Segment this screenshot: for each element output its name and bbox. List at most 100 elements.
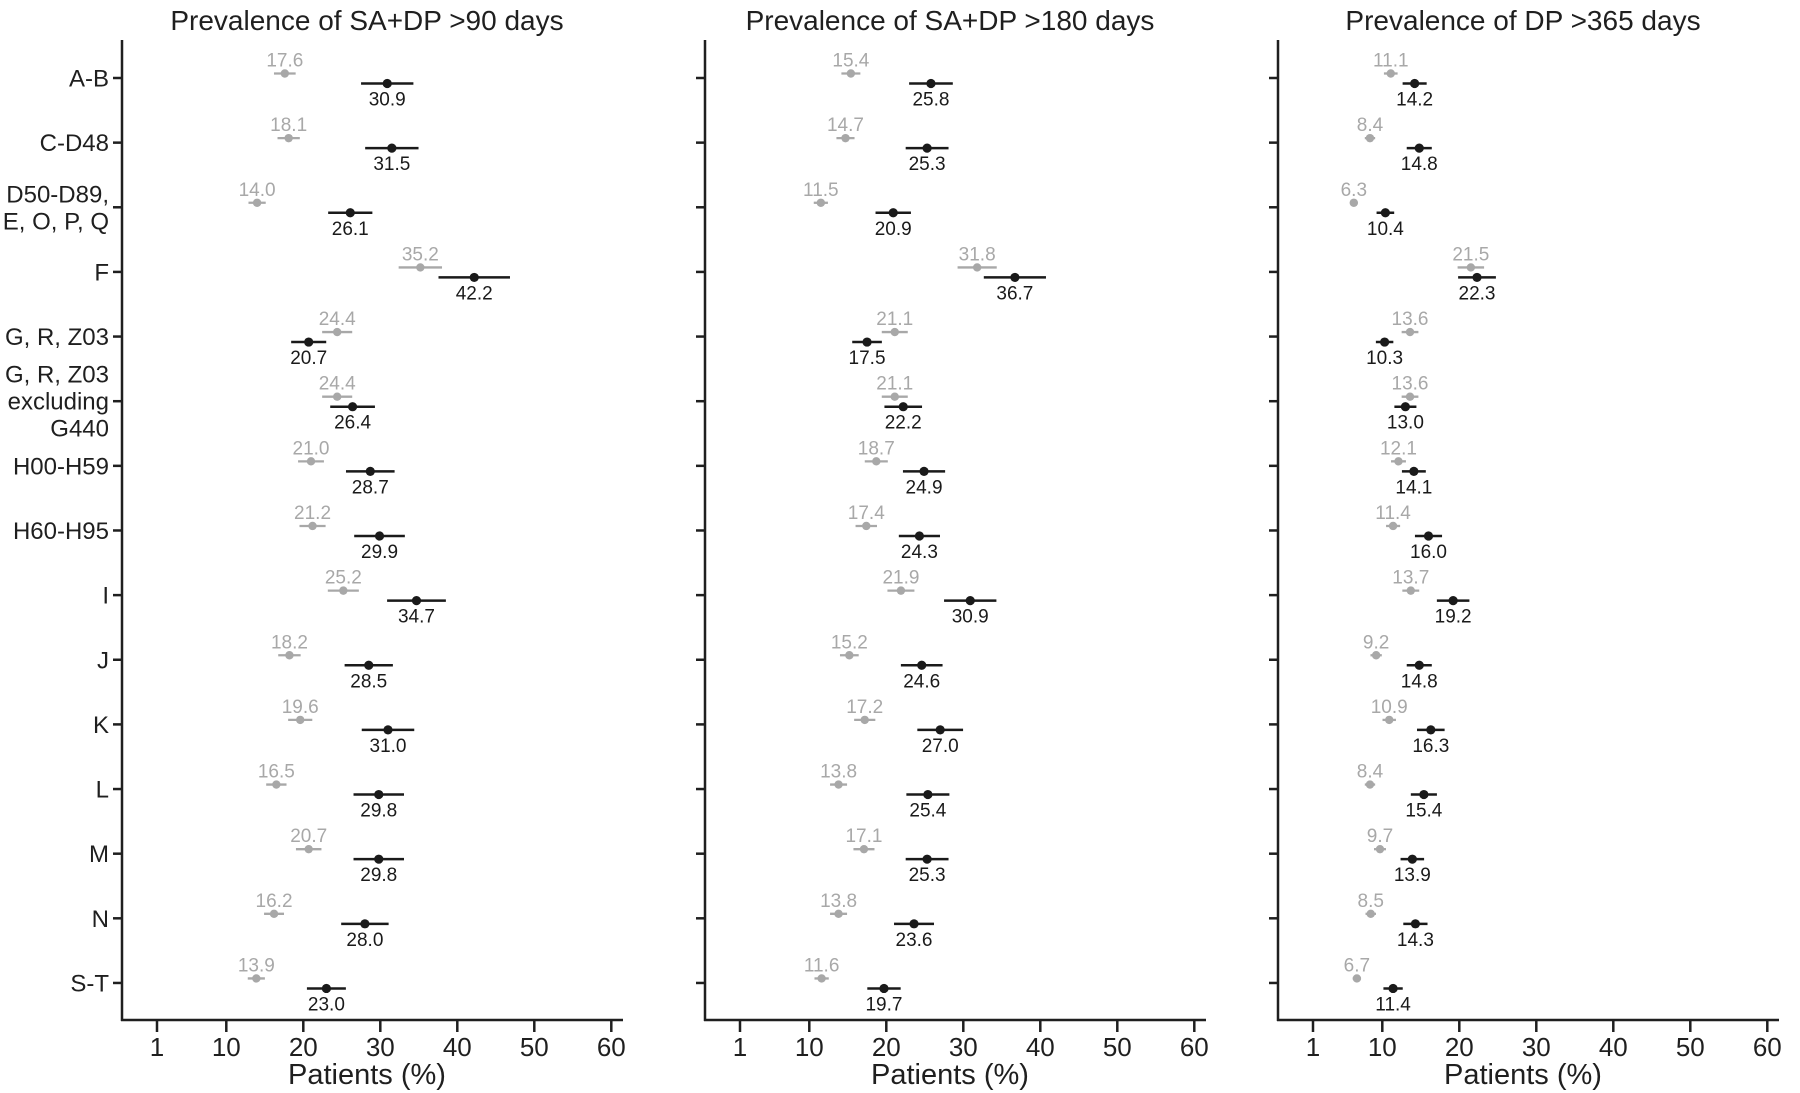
black-point [909, 919, 919, 929]
black-value-label: 25.3 [909, 865, 946, 886]
gray-point [890, 392, 899, 401]
gray-point [1405, 327, 1415, 337]
x-tick-label: 10 [212, 1032, 241, 1062]
gray-value-label: 6.3 [1341, 180, 1367, 201]
black-point [1410, 919, 1421, 929]
gray-point [306, 457, 316, 466]
gray-value-label: 19.6 [282, 697, 319, 718]
gray-point [1371, 651, 1381, 660]
gray-value-label: 13.7 [1392, 568, 1429, 589]
black-value-label: 28.0 [346, 930, 383, 951]
x-tick-label: 10 [795, 1032, 824, 1062]
black-value-label: 36.7 [996, 283, 1033, 304]
gray-value-label: 16.2 [256, 891, 293, 912]
gray-point [339, 586, 348, 595]
gray-value-label: 24.4 [319, 309, 356, 330]
x-tick-label: 20 [872, 1032, 901, 1062]
x-tick-label: 50 [1103, 1032, 1132, 1062]
black-point [1407, 854, 1417, 864]
x-tick-label: 60 [597, 1032, 626, 1062]
black-point [935, 725, 945, 735]
black-value-label: 27.0 [922, 736, 959, 757]
gray-point [1365, 780, 1375, 789]
black-point [374, 854, 384, 864]
category-label: H00-H59 [13, 453, 109, 480]
category-label: J [97, 647, 109, 674]
gray-point [872, 457, 881, 466]
black-point [1472, 272, 1482, 283]
black-point [917, 660, 927, 670]
black-point [1414, 660, 1424, 670]
gray-value-label: 21.1 [876, 309, 913, 330]
gray-point [834, 780, 843, 789]
gray-point [308, 521, 317, 531]
gray-point [269, 909, 279, 919]
x-tick-label: 50 [1676, 1032, 1705, 1062]
x-axis-label-2: Patients (%) [871, 1059, 1029, 1091]
gray-point [1365, 133, 1375, 143]
black-value-label: 42.2 [456, 283, 493, 304]
panel-title-1: Prevalence of SA+DP >90 days [170, 5, 564, 36]
black-value-label: 24.3 [901, 542, 938, 563]
black-value-label: 20.9 [875, 219, 912, 240]
gray-value-label: 14.7 [827, 115, 864, 136]
x-tick-label: 60 [1753, 1032, 1782, 1062]
gray-value-label: 35.2 [402, 244, 439, 265]
gray-value-label: 8.4 [1357, 762, 1384, 783]
black-value-label: 14.8 [1401, 671, 1438, 692]
category-label: H60-H95 [13, 518, 109, 545]
gray-value-label: 12.1 [1380, 438, 1417, 459]
gray-point [1375, 844, 1385, 854]
black-value-label: 23.6 [896, 930, 933, 951]
gray-value-label: 17.2 [846, 697, 883, 718]
gray-point [272, 780, 281, 789]
black-point [898, 402, 908, 412]
black-value-label: 29.8 [360, 801, 397, 822]
x-tick-label: 20 [1445, 1032, 1474, 1062]
gray-value-label: 13.9 [238, 955, 275, 976]
gray-point [1466, 263, 1476, 272]
x-tick-label: 30 [1522, 1032, 1551, 1062]
category-label: C-D48 [40, 130, 109, 157]
gray-value-label: 25.2 [325, 568, 362, 589]
gray-point [252, 974, 261, 983]
x-axis-label-1: Patients (%) [288, 1059, 446, 1091]
black-point [1426, 725, 1436, 735]
black-point [1010, 272, 1020, 283]
gray-value-label: 11.6 [804, 955, 840, 976]
category-label: K [93, 712, 109, 739]
category-label: I [102, 583, 109, 610]
black-value-label: 20.7 [290, 348, 327, 369]
black-value-label: 16.3 [1412, 736, 1449, 757]
gray-point [845, 651, 854, 660]
x-tick-label: 40 [1599, 1032, 1628, 1062]
black-value-label: 17.5 [849, 348, 886, 369]
gray-point [280, 69, 290, 78]
gray-value-label: 18.2 [271, 632, 308, 653]
black-point [914, 531, 925, 541]
black-value-label: 19.7 [865, 994, 902, 1015]
black-value-label: 15.4 [1405, 801, 1442, 822]
panel-title-3: Prevalence of DP >365 days [1345, 5, 1701, 36]
black-value-label: 16.0 [1410, 542, 1447, 563]
gray-value-label: 17.4 [848, 503, 885, 524]
gray-point [1394, 457, 1403, 466]
gray-value-label: 21.0 [293, 438, 330, 459]
gray-value-label: 13.8 [820, 762, 857, 783]
black-value-label: 29.8 [360, 865, 397, 886]
black-point [888, 208, 898, 218]
gray-point [972, 263, 982, 272]
black-point [374, 789, 384, 800]
gray-value-label: 15.4 [832, 51, 869, 72]
gray-value-label: 31.8 [959, 244, 996, 265]
gray-point [1366, 909, 1375, 919]
gray-value-label: 24.4 [319, 374, 356, 395]
black-point [347, 402, 358, 412]
black-point [926, 78, 936, 89]
black-value-label: 13.0 [1387, 413, 1424, 434]
black-value-label: 14.8 [1401, 154, 1438, 175]
black-value-label: 23.0 [308, 994, 345, 1015]
black-value-label: 24.9 [906, 477, 943, 498]
gray-point [862, 521, 871, 531]
